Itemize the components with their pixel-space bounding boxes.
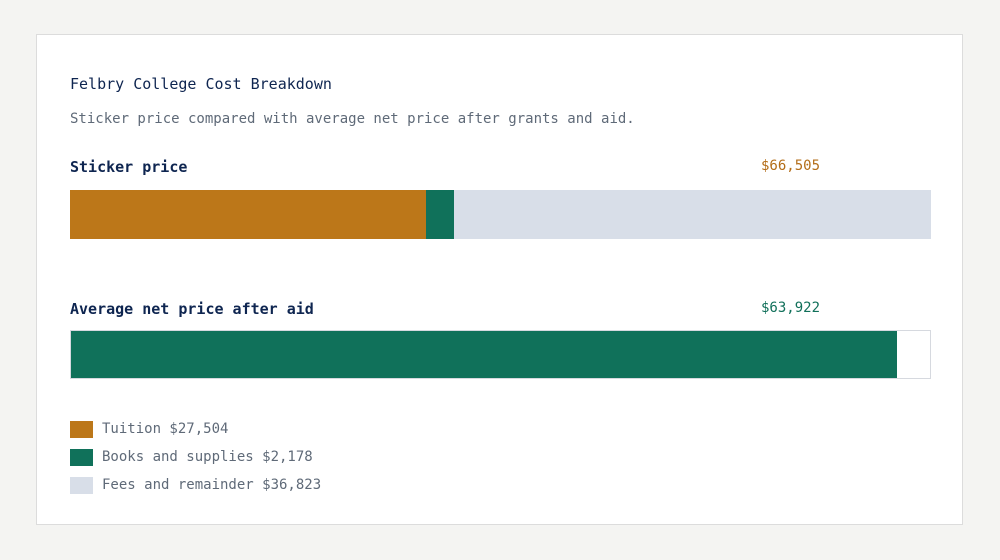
legend-swatch-fees [70,476,93,494]
bar-segment-fees-row-0 [454,190,931,239]
chart-title: Felbry College Cost Breakdown [70,75,332,93]
sticker-row-label: Sticker price [70,158,188,176]
legend-label-tuition: Tuition $27,504 [102,421,229,437]
legend-item-books: Books and supplies $2,178 [70,443,321,471]
sticker-price-bar [70,190,931,239]
legend-swatch-books [70,448,93,466]
bar-segment-books-row-0 [426,190,455,239]
bar-segment-tuition-row-0 [70,190,427,239]
legend-item-tuition: Tuition $27,504 [70,415,321,443]
bar-segment-net-row-1 [71,331,897,378]
chart-card: Felbry College Cost Breakdown Sticker pr… [36,34,963,525]
legend-swatch-tuition [70,420,93,438]
net-row-label: Average net price after aid [70,300,314,318]
chart-legend: Tuition $27,504 Books and supplies $2,17… [70,415,321,499]
legend-item-fees: Fees and remainder $36,823 [70,471,321,499]
chart-subtitle: Sticker price compared with average net … [70,111,635,127]
legend-label-fees: Fees and remainder $36,823 [102,477,322,493]
net-row-value: $63,922 [761,300,821,316]
net-price-bar [70,330,931,379]
legend-label-books: Books and supplies $2,178 [102,449,313,465]
sticker-row-value: $66,505 [761,158,821,174]
